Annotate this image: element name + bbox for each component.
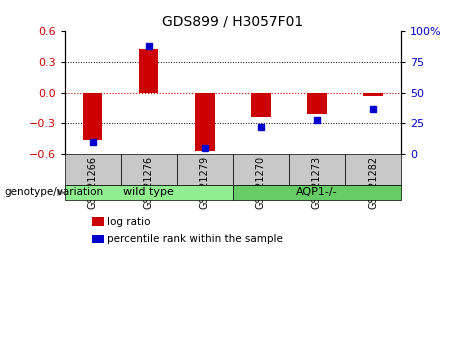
Bar	[289, 154, 345, 185]
Bar	[233, 154, 289, 185]
Bar	[177, 154, 233, 185]
Text: genotype/variation: genotype/variation	[5, 187, 104, 197]
Text: AQP1-/-: AQP1-/-	[296, 187, 338, 197]
Bar	[92, 235, 104, 243]
Title: GDS899 / H3057F01: GDS899 / H3057F01	[162, 14, 303, 29]
Bar	[83, 92, 102, 140]
Bar	[345, 154, 401, 185]
Bar	[233, 185, 401, 200]
Text: percentile rank within the sample: percentile rank within the sample	[107, 234, 283, 244]
Text: GSM21273: GSM21273	[312, 156, 322, 209]
Bar	[92, 217, 104, 226]
Bar	[363, 92, 383, 96]
Bar	[139, 49, 159, 92]
Text: GSM21279: GSM21279	[200, 156, 210, 209]
Text: GSM21266: GSM21266	[88, 156, 98, 208]
Bar	[307, 92, 327, 114]
Bar	[65, 154, 121, 185]
Text: GSM21270: GSM21270	[256, 156, 266, 209]
Bar	[195, 92, 214, 151]
Bar	[251, 92, 271, 117]
Text: log ratio: log ratio	[107, 217, 150, 227]
Bar	[65, 185, 233, 200]
Text: GSM21282: GSM21282	[368, 156, 378, 209]
Bar	[121, 154, 177, 185]
Text: GSM21276: GSM21276	[144, 156, 154, 209]
Text: wild type: wild type	[123, 187, 174, 197]
